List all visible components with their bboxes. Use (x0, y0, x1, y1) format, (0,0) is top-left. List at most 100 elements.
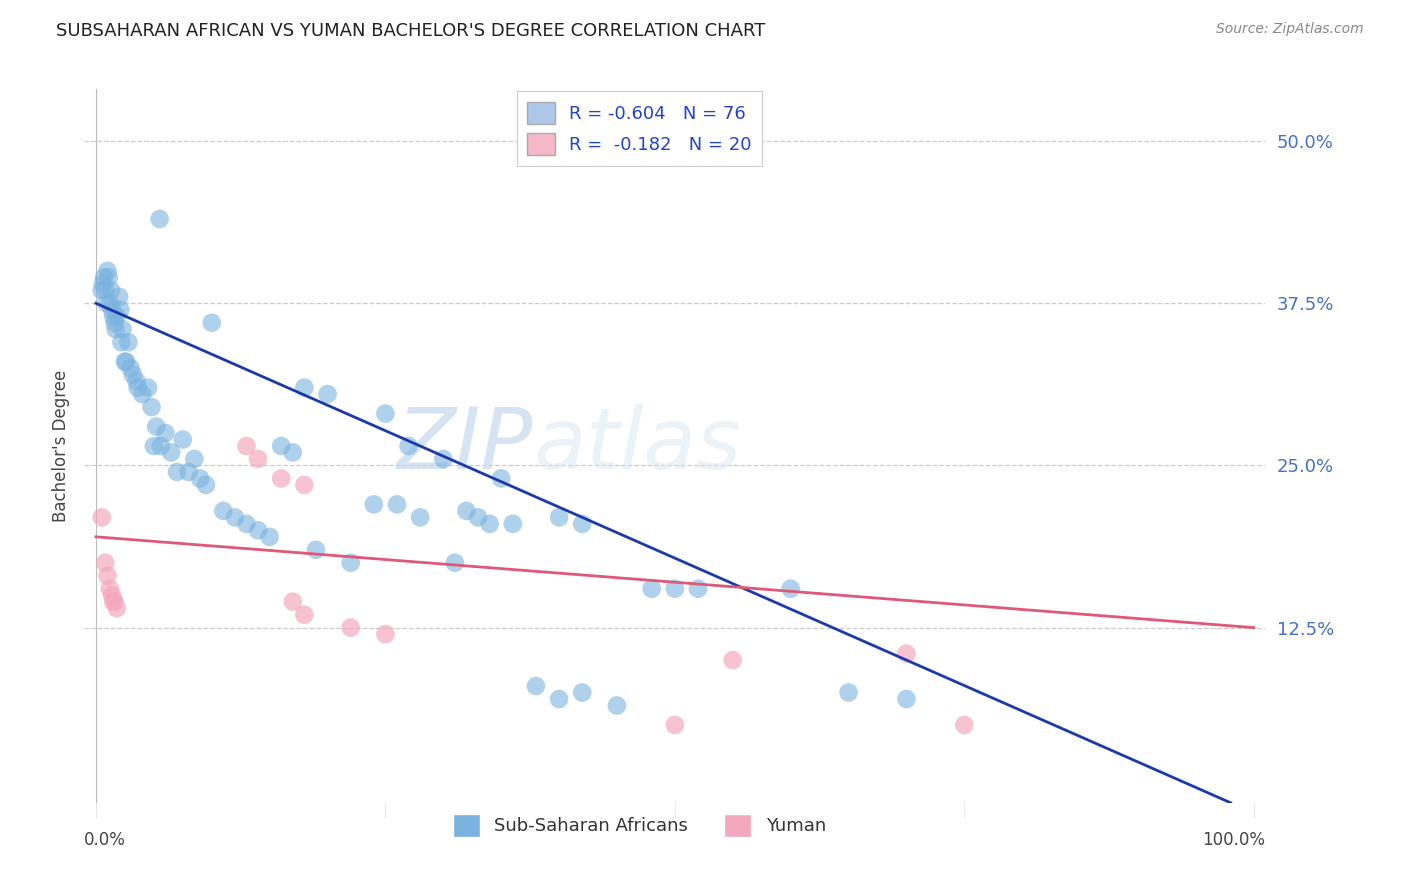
Point (548, 510, 571, 524)
Point (103, 595, 125, 609)
Point (281, 445, 304, 459)
Point (91, 277, 114, 291)
Point (292, 478, 315, 492)
Point (270, 471, 292, 485)
Point (201, 316, 224, 330)
Point (103, 595, 125, 609)
Point (188, 471, 211, 485)
Point (548, 692, 571, 706)
Point (664, 582, 686, 596)
Point (292, 607, 315, 622)
Point (93, 270, 115, 285)
Point (896, 647, 918, 661)
Point (120, 361, 142, 376)
Point (664, 718, 686, 732)
Point (305, 542, 328, 557)
Point (212, 504, 235, 518)
Point (374, 627, 396, 641)
Point (247, 524, 270, 538)
Text: Source: ZipAtlas.com: Source: ZipAtlas.com (1216, 22, 1364, 37)
Point (110, 302, 132, 317)
Point (398, 439, 420, 453)
Text: ZIP: ZIP (396, 404, 533, 488)
Point (270, 439, 292, 453)
Point (432, 452, 454, 467)
Point (100, 283, 122, 297)
Point (97, 270, 120, 285)
Point (409, 510, 432, 524)
Point (172, 433, 194, 447)
Point (183, 452, 205, 467)
Point (456, 504, 478, 518)
Point (101, 588, 124, 602)
Point (94, 283, 117, 297)
Point (953, 718, 976, 732)
Point (374, 407, 396, 421)
Legend: Sub-Saharan Africans, Yuman: Sub-Saharan Africans, Yuman (446, 807, 834, 844)
Point (96, 264, 118, 278)
Point (385, 497, 408, 511)
Point (571, 685, 593, 699)
Point (721, 653, 744, 667)
Point (444, 556, 467, 570)
Point (94, 556, 117, 570)
Point (467, 510, 489, 524)
Point (224, 510, 246, 524)
Text: 100.0%: 100.0% (1202, 831, 1265, 849)
Point (103, 310, 125, 324)
Point (122, 368, 145, 382)
Point (96, 296, 118, 310)
Y-axis label: Bachelor's Degree: Bachelor's Degree (52, 370, 70, 522)
Point (292, 381, 315, 395)
Point (177, 465, 200, 479)
Point (105, 310, 128, 324)
Text: 0.0%: 0.0% (84, 831, 127, 849)
Point (105, 601, 128, 615)
Point (478, 516, 501, 531)
Point (896, 692, 918, 706)
Point (235, 439, 257, 453)
Point (131, 387, 153, 401)
Point (96, 568, 118, 582)
Point (166, 465, 188, 479)
Point (103, 316, 125, 330)
Point (281, 595, 304, 609)
Point (502, 516, 524, 531)
Point (489, 471, 512, 485)
Point (247, 452, 270, 467)
Point (606, 698, 628, 713)
Point (136, 381, 159, 395)
Point (194, 478, 217, 492)
Point (101, 302, 124, 317)
Point (115, 354, 138, 368)
Point (125, 374, 148, 388)
Point (779, 582, 801, 596)
Point (145, 419, 167, 434)
Point (142, 439, 165, 453)
Point (98, 296, 121, 310)
Point (110, 335, 132, 350)
Point (149, 439, 172, 453)
Point (90, 510, 112, 524)
Point (98, 582, 121, 596)
Text: atlas: atlas (533, 404, 741, 488)
Point (111, 322, 134, 336)
Point (141, 400, 163, 414)
Point (339, 621, 361, 635)
Point (339, 556, 361, 570)
Point (114, 354, 136, 368)
Point (90, 283, 112, 297)
Point (117, 335, 139, 350)
Point (160, 445, 183, 459)
Point (571, 516, 593, 531)
Point (155, 425, 177, 440)
Point (127, 381, 149, 395)
Point (316, 387, 339, 401)
Point (838, 685, 860, 699)
Point (524, 679, 547, 693)
Point (259, 530, 281, 544)
Point (104, 322, 127, 336)
Point (686, 582, 709, 596)
Point (641, 582, 664, 596)
Point (108, 290, 131, 304)
